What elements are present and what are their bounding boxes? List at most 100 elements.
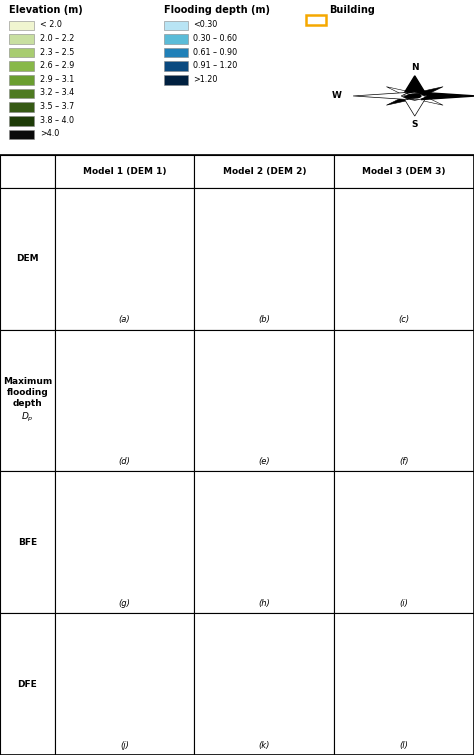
Bar bbox=[240, 707, 250, 717]
Bar bbox=[68, 631, 77, 636]
Bar bbox=[378, 414, 394, 423]
Bar bbox=[309, 212, 318, 222]
Bar bbox=[445, 491, 455, 497]
Bar bbox=[9, 75, 34, 85]
Bar bbox=[408, 385, 422, 396]
Bar bbox=[61, 436, 75, 443]
Bar bbox=[378, 552, 384, 561]
Bar bbox=[233, 635, 246, 642]
Bar bbox=[377, 374, 385, 381]
Bar bbox=[204, 640, 214, 649]
Bar bbox=[77, 341, 91, 351]
Bar bbox=[443, 565, 461, 575]
Bar bbox=[243, 260, 257, 269]
Bar bbox=[226, 633, 232, 644]
Bar bbox=[149, 702, 156, 715]
Text: 3.8 – 4.0: 3.8 – 4.0 bbox=[40, 116, 74, 125]
Bar bbox=[127, 700, 134, 709]
Bar bbox=[139, 290, 149, 295]
Bar bbox=[248, 541, 257, 553]
Bar bbox=[90, 227, 96, 240]
Bar bbox=[309, 270, 326, 281]
Text: DEM: DEM bbox=[16, 254, 38, 263]
Bar bbox=[157, 563, 172, 576]
Bar bbox=[411, 341, 418, 350]
Bar bbox=[151, 696, 159, 707]
Bar bbox=[250, 400, 261, 411]
Bar bbox=[281, 496, 298, 501]
Text: (a): (a) bbox=[118, 316, 130, 325]
Text: (l): (l) bbox=[400, 741, 409, 750]
Bar bbox=[170, 566, 179, 572]
Bar bbox=[9, 48, 34, 57]
Bar bbox=[349, 667, 362, 674]
Text: (i): (i) bbox=[400, 599, 409, 608]
Bar bbox=[144, 249, 155, 254]
Bar bbox=[65, 366, 81, 380]
Bar bbox=[206, 656, 218, 667]
Bar bbox=[368, 516, 374, 526]
Text: 3.5 – 3.7: 3.5 – 3.7 bbox=[40, 102, 74, 111]
Bar bbox=[109, 273, 118, 281]
Bar bbox=[381, 372, 392, 384]
Bar bbox=[443, 634, 452, 640]
Text: (e): (e) bbox=[258, 458, 270, 467]
Text: Model 2 (DEM 2): Model 2 (DEM 2) bbox=[222, 167, 306, 176]
Bar bbox=[157, 217, 172, 226]
Bar bbox=[147, 698, 163, 713]
Bar bbox=[112, 337, 118, 350]
Bar bbox=[365, 565, 378, 578]
Text: (g): (g) bbox=[118, 599, 130, 608]
Bar bbox=[423, 242, 430, 248]
Bar bbox=[417, 646, 433, 653]
Text: 3.2 – 3.4: 3.2 – 3.4 bbox=[40, 88, 74, 97]
Bar bbox=[140, 537, 152, 548]
Bar bbox=[294, 372, 302, 378]
Bar bbox=[366, 698, 376, 709]
Bar bbox=[159, 555, 177, 562]
Bar bbox=[139, 217, 149, 227]
Bar bbox=[385, 568, 404, 574]
Bar bbox=[253, 421, 265, 433]
Bar bbox=[88, 393, 102, 400]
Bar bbox=[361, 409, 371, 419]
Bar bbox=[257, 208, 273, 217]
Bar bbox=[156, 423, 165, 434]
Bar bbox=[312, 538, 320, 544]
Bar bbox=[280, 630, 290, 637]
Bar bbox=[68, 577, 83, 585]
Bar bbox=[130, 237, 144, 247]
Bar bbox=[82, 400, 90, 405]
Bar bbox=[364, 646, 380, 655]
Bar bbox=[360, 639, 371, 652]
Bar bbox=[137, 276, 156, 284]
Bar bbox=[427, 236, 445, 251]
Bar bbox=[9, 130, 34, 139]
Bar bbox=[77, 344, 85, 350]
Bar bbox=[117, 344, 125, 350]
Bar bbox=[401, 415, 415, 428]
Bar bbox=[98, 418, 103, 430]
Bar bbox=[120, 639, 136, 648]
Text: Elevation (m): Elevation (m) bbox=[9, 5, 83, 14]
Bar bbox=[251, 286, 263, 294]
Circle shape bbox=[409, 94, 421, 98]
Bar bbox=[210, 678, 222, 686]
Text: Model 1 (DEM 1): Model 1 (DEM 1) bbox=[82, 167, 166, 176]
Bar bbox=[408, 405, 421, 417]
Bar bbox=[301, 407, 312, 419]
Text: 0.30 – 0.60: 0.30 – 0.60 bbox=[193, 34, 237, 43]
Bar bbox=[172, 202, 183, 209]
Bar bbox=[9, 88, 34, 98]
Polygon shape bbox=[409, 87, 443, 98]
Bar bbox=[260, 356, 267, 362]
Bar bbox=[81, 432, 98, 440]
Bar bbox=[410, 525, 420, 532]
Bar bbox=[170, 573, 178, 582]
Text: Model 3 (DEM 3): Model 3 (DEM 3) bbox=[362, 167, 446, 176]
Bar bbox=[293, 635, 305, 648]
Bar bbox=[280, 631, 298, 637]
Bar bbox=[310, 291, 328, 297]
Bar bbox=[389, 516, 396, 529]
Bar bbox=[168, 704, 179, 715]
